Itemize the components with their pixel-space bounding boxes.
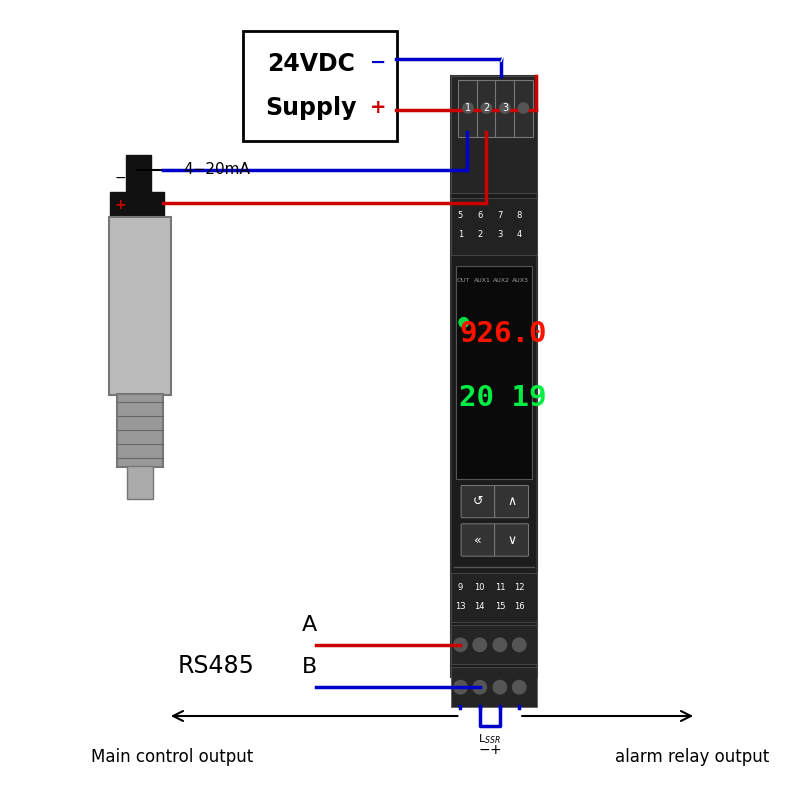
Circle shape [493,681,506,694]
Circle shape [513,681,526,694]
Text: 6: 6 [477,210,482,220]
Text: Supply: Supply [265,96,357,119]
Circle shape [493,638,506,651]
Text: −: − [370,53,386,72]
Text: OUT: OUT [457,278,470,283]
Text: 3: 3 [497,230,502,239]
Circle shape [454,638,467,651]
Text: 16: 16 [514,602,525,610]
Circle shape [473,638,486,651]
Circle shape [473,681,486,694]
Text: RS485: RS485 [178,654,254,678]
FancyBboxPatch shape [477,79,496,137]
Text: 7: 7 [498,52,506,65]
Text: 20 19: 20 19 [459,384,547,413]
Text: 9: 9 [458,583,463,593]
Text: +: + [370,98,386,117]
FancyBboxPatch shape [243,31,397,141]
Text: AUX1: AUX1 [474,278,491,283]
FancyBboxPatch shape [126,155,151,219]
Text: Main control output: Main control output [91,748,253,766]
Text: −: − [115,171,126,185]
Text: 11: 11 [494,583,505,593]
FancyBboxPatch shape [451,573,537,622]
Text: alarm relay output: alarm relay output [615,748,769,766]
Circle shape [462,103,473,113]
Circle shape [518,103,529,113]
FancyBboxPatch shape [461,524,495,556]
Text: 3: 3 [502,103,508,113]
FancyBboxPatch shape [109,218,171,395]
Text: AUX3: AUX3 [512,278,529,283]
Circle shape [482,103,492,113]
FancyBboxPatch shape [514,79,533,137]
Text: 5: 5 [458,210,463,220]
FancyBboxPatch shape [451,667,537,707]
Circle shape [459,318,469,327]
FancyBboxPatch shape [117,394,163,467]
Text: 2: 2 [477,230,482,239]
FancyBboxPatch shape [461,486,495,518]
FancyBboxPatch shape [127,466,153,498]
Circle shape [454,681,467,694]
Text: 12: 12 [514,583,525,593]
FancyBboxPatch shape [456,266,532,479]
Text: −: − [478,742,490,757]
Text: B: B [302,657,318,677]
Text: 24VDC: 24VDC [267,53,355,76]
Text: 13: 13 [455,602,466,610]
Text: «: « [474,534,482,546]
FancyBboxPatch shape [110,193,165,219]
Circle shape [500,103,510,113]
Text: ∨: ∨ [507,534,516,546]
FancyBboxPatch shape [451,75,537,193]
FancyBboxPatch shape [458,79,478,137]
Text: AUX2: AUX2 [493,278,510,283]
Text: 7: 7 [497,210,502,220]
FancyBboxPatch shape [451,198,537,255]
Text: 2: 2 [483,103,490,113]
FancyBboxPatch shape [494,486,529,518]
FancyBboxPatch shape [451,75,537,677]
Text: ∧: ∧ [507,495,516,508]
Text: 15: 15 [494,602,505,610]
Text: L$_{SSR}$: L$_{SSR}$ [478,732,502,746]
FancyBboxPatch shape [494,524,529,556]
Text: 4: 4 [517,230,522,239]
Text: 4−20mA: 4−20mA [183,162,250,178]
Text: 10: 10 [474,583,485,593]
Text: 926.0: 926.0 [459,320,547,349]
Circle shape [513,638,526,651]
Text: +: + [115,198,126,212]
FancyBboxPatch shape [495,79,514,137]
Text: ↺: ↺ [473,495,483,508]
Text: 1: 1 [465,103,471,113]
Text: 1: 1 [458,230,463,239]
Text: +: + [490,742,501,757]
FancyBboxPatch shape [451,625,537,665]
Text: 8: 8 [517,210,522,220]
Text: 8: 8 [519,52,527,65]
Text: A: A [302,614,318,634]
Text: 14: 14 [474,602,485,610]
